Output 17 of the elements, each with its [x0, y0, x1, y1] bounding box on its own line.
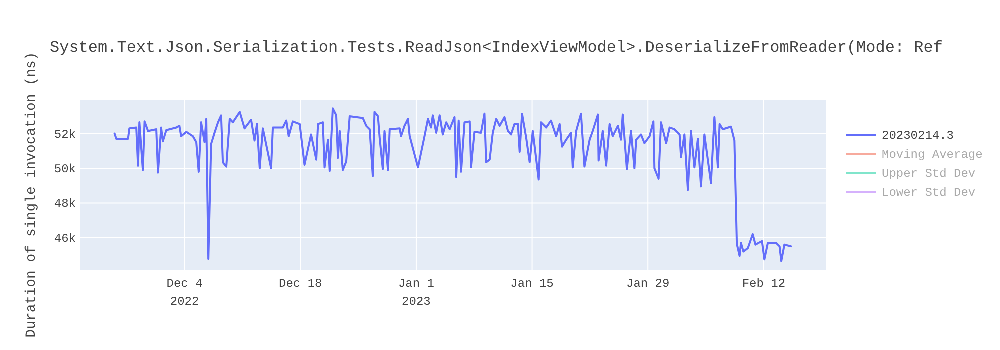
y-tick-label: 46k	[54, 232, 76, 246]
x-tick-label: Jan 15	[510, 277, 554, 291]
x-tick-label: Feb 12	[742, 277, 786, 291]
legend-label: Upper Std Dev	[882, 167, 976, 181]
y-tick-label: 50k	[54, 162, 76, 177]
x-tick-label: Dec 4 2022	[166, 277, 203, 309]
chart-title: System.Text.Json.Serialization.Tests.ReadJson<IndexViewModel>.DeserializeFromReader(Mode: Ref	[50, 39, 943, 57]
legend-label: 20230214.3	[882, 129, 954, 143]
y-axis-title: Duration of single invocation (ns)	[24, 52, 40, 338]
legend-label: Moving Average	[882, 148, 983, 162]
x-tick-label: Jan 1 2023	[398, 277, 434, 309]
y-tick-label: 48k	[54, 197, 76, 212]
line-series	[114, 108, 792, 262]
x-tick-label: Jan 29	[626, 277, 670, 291]
x-tick-label: Dec 18	[279, 277, 322, 291]
y-tick-label: 52k	[54, 128, 76, 142]
legend-label: Lower Std Dev	[882, 186, 976, 200]
